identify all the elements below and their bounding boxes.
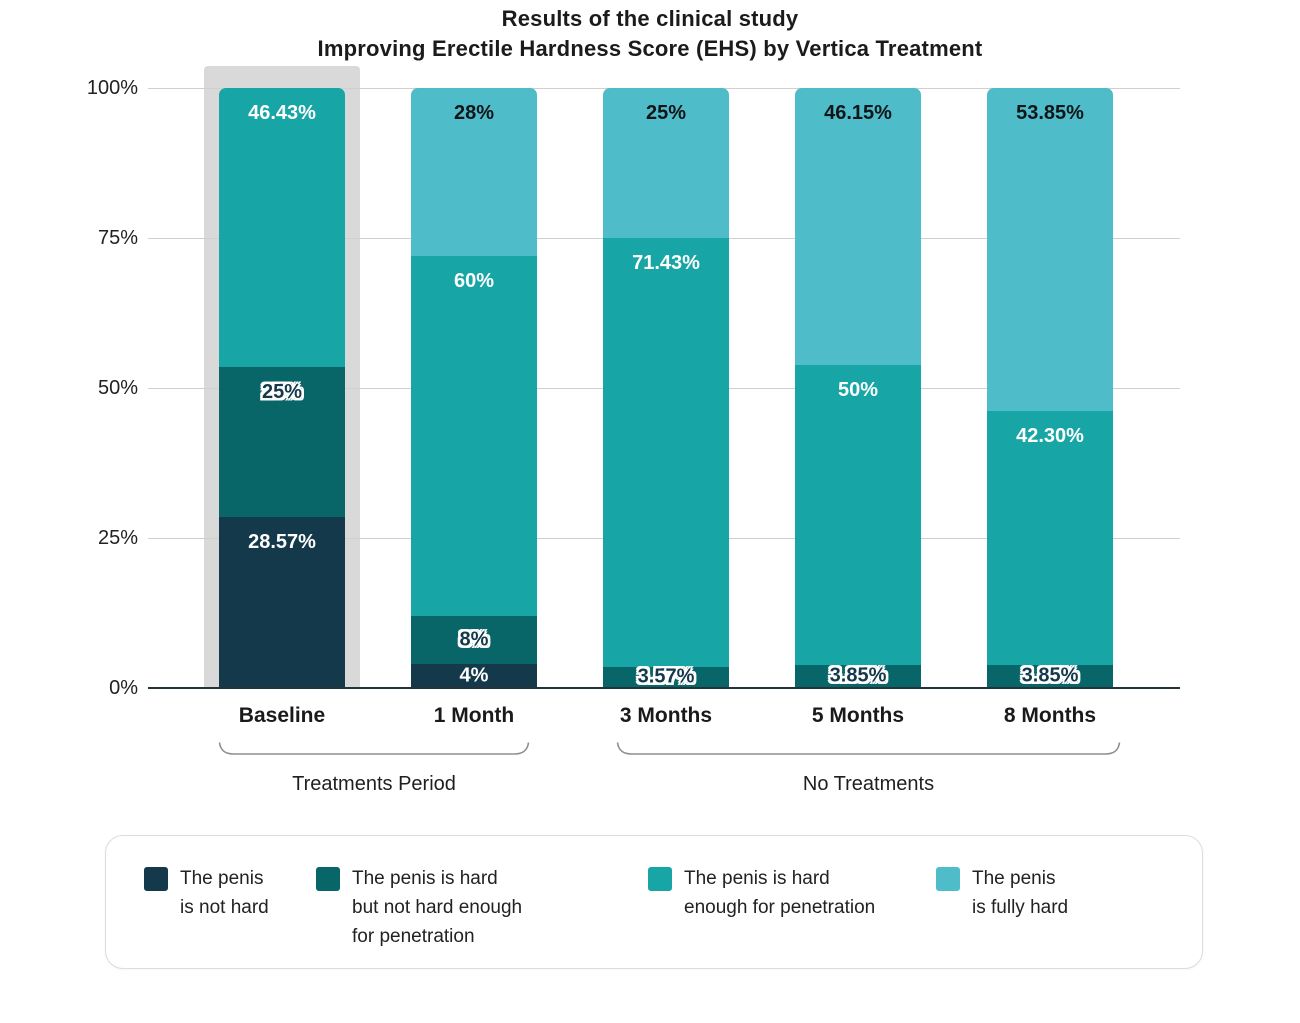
y-tick-75%: 75% bbox=[97, 227, 138, 249]
legend-item-fully-hard: The penis is fully hard bbox=[936, 864, 1068, 922]
bar-segment-label: 46.15% bbox=[824, 102, 892, 124]
y-tick-0%: 0% bbox=[109, 677, 138, 699]
no-treatments-bracket bbox=[616, 742, 1121, 755]
bar-segment-label: 42.30% bbox=[1016, 425, 1084, 448]
bar-segment-label: 3.85% bbox=[829, 664, 887, 687]
bar-segment: 50% bbox=[795, 364, 921, 665]
bar-segment: 25% bbox=[219, 366, 345, 517]
category-label-5-months: 5 Months bbox=[811, 704, 905, 727]
y-tick-50%: 50% bbox=[97, 377, 138, 399]
bar-segment-label: 28.57% bbox=[248, 530, 316, 553]
legend-item-not-hard: The penis is not hard bbox=[144, 864, 269, 922]
category-label-8-months: 8 Months bbox=[1003, 704, 1097, 727]
bar-segment: 3.85% bbox=[795, 664, 921, 688]
category-label-baseline: Baseline bbox=[238, 704, 326, 727]
bar-segment-label: 71.43% bbox=[632, 252, 700, 274]
legend-label-not-hard: The penis is not hard bbox=[180, 868, 269, 918]
bar-segment: 28.57% bbox=[219, 516, 345, 688]
bar-segment: 25% bbox=[603, 88, 729, 238]
chart-title-line2: Improving Erectile Hardness Score (EHS) … bbox=[317, 36, 983, 61]
bar-segment-label: 53.85% bbox=[1016, 102, 1084, 124]
legend-label-fully-hard: The penis is fully hard bbox=[972, 868, 1069, 918]
bar-segment: 71.43% bbox=[603, 238, 729, 667]
bar-segment: 8% bbox=[411, 616, 537, 664]
bar-segment: 3.57% bbox=[603, 665, 729, 688]
legend-swatch-fully-hard bbox=[936, 867, 960, 891]
legend-item-not-hard-enough: The penis is hard but not hard enough fo… bbox=[316, 864, 522, 951]
bar-segment: 60% bbox=[411, 256, 537, 616]
group-label-treatments-period: Treatments Period bbox=[292, 773, 456, 795]
bar-5-months: 46.15% 50% 3.85% bbox=[795, 88, 921, 688]
bar-8-months: 53.85% 42.30% 3.85% bbox=[987, 88, 1113, 688]
chart-title-line1: Results of the clinical study bbox=[501, 6, 799, 31]
bar-segment-label: 46.43% bbox=[248, 102, 316, 124]
bar-segment: 46.15% bbox=[795, 88, 921, 365]
chart-title: Results of the clinical study Improving … bbox=[0, 4, 1300, 64]
bar-segment: 4% bbox=[411, 664, 537, 688]
legend-label-hard-enough: The penis is hard enough for penetration bbox=[684, 868, 876, 918]
bar-segment-label: 25% bbox=[645, 102, 687, 124]
treatments-period-bracket bbox=[218, 742, 530, 755]
legend-swatch-not-hard-enough bbox=[316, 867, 340, 891]
group-label-no-treatments: No Treatments bbox=[802, 773, 935, 795]
bar-segment: 3.85% bbox=[987, 664, 1113, 688]
bar-segment-label: 25% bbox=[261, 380, 303, 403]
category-label-1-month: 1 Month bbox=[433, 704, 515, 727]
category-label-3-months: 3 Months bbox=[619, 704, 713, 727]
bar-segment: 53.85% bbox=[987, 88, 1113, 412]
bar-segment-label: 3.85% bbox=[1021, 664, 1079, 687]
bar-segment-label: 3.57% bbox=[637, 665, 695, 688]
bar-segment-label: 50% bbox=[837, 378, 879, 401]
bar-segment-label: 8% bbox=[459, 628, 489, 651]
bar-segment: 42.30% bbox=[987, 411, 1113, 665]
bar-segment: 46.43% bbox=[219, 88, 345, 367]
bar-baseline: 46.43% 25% 28.57% bbox=[219, 88, 345, 688]
legend-swatch-not-hard bbox=[144, 867, 168, 891]
bar-segment-label: 4% bbox=[459, 664, 489, 687]
bar-segment-label: 60% bbox=[453, 270, 495, 292]
bar-segment: 28% bbox=[411, 88, 537, 256]
plot-area: 46.43% 25% 28.57% 28% 60% 8% 4% 25% 71.43% 3.57% 4… bbox=[148, 88, 1180, 689]
legend-label-not-hard-enough: The penis is hard but not hard enough fo… bbox=[352, 868, 523, 947]
y-tick-25%: 25% bbox=[97, 527, 138, 549]
bar-3-months: 25% 71.43% 3.57% bbox=[603, 88, 729, 688]
bar-segment-label: 28% bbox=[453, 102, 495, 124]
x-axis-line bbox=[148, 687, 1180, 689]
legend-item-hard-enough: The penis is hard enough for penetration bbox=[648, 864, 875, 922]
y-tick-100%: 100% bbox=[86, 77, 138, 99]
bar-1-month: 28% 60% 8% 4% bbox=[411, 88, 537, 688]
legend-swatch-hard-enough bbox=[648, 867, 672, 891]
legend-box: The penis is not hard The penis is hard … bbox=[105, 835, 1203, 969]
